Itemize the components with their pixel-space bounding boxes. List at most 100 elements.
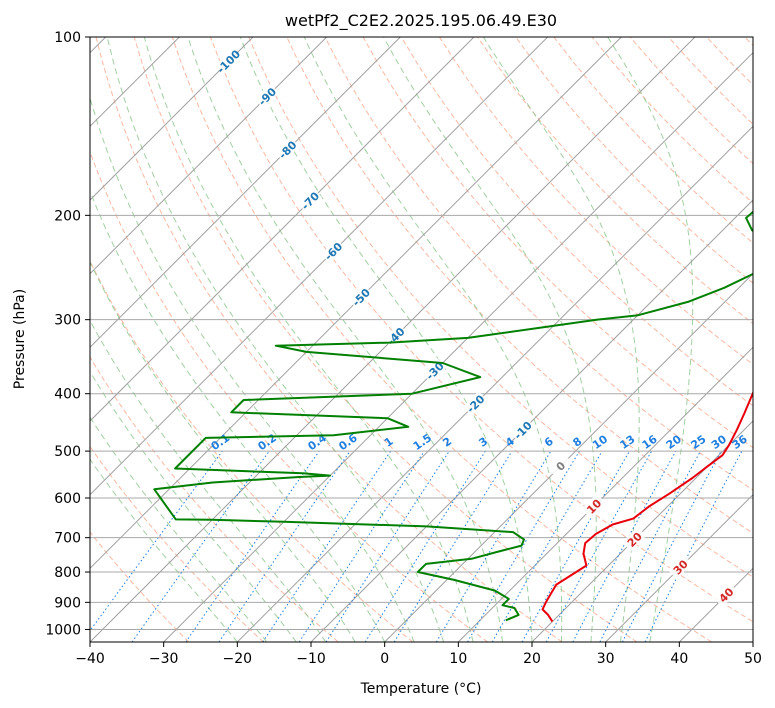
dry-adiabat-line xyxy=(668,37,753,125)
isotherm-line xyxy=(605,493,753,642)
dry-adiabat-line xyxy=(90,445,264,642)
y-tick-label: 600 xyxy=(54,491,81,507)
plot-area: -100-90-80-70-60-50-40-30-20-10010203040… xyxy=(90,37,753,642)
dry-adiabat-line xyxy=(706,37,753,86)
mixing-ratio-line xyxy=(521,450,630,642)
mixing-ratio-label: 0.2 xyxy=(256,431,279,453)
isotherm-line xyxy=(90,37,475,422)
mixing-ratio-line xyxy=(298,450,425,642)
isotherm-label-bg xyxy=(462,391,488,416)
isotherm-label-bg xyxy=(254,83,280,109)
isotherm-label-bg xyxy=(422,358,447,383)
pressure-gridlines xyxy=(90,37,753,630)
isotherm-label-bg xyxy=(348,284,374,310)
isotherm-label-bg xyxy=(510,417,535,443)
mixing-ratio-line xyxy=(644,450,743,642)
dry-adiabat-line xyxy=(90,356,339,642)
moist-adiabat-line xyxy=(90,370,297,642)
moist-adiabat-line xyxy=(90,189,386,642)
isotherm-label-bg xyxy=(547,453,573,479)
moist-adiabat-line xyxy=(90,458,238,642)
moist-adiabat-line xyxy=(90,319,327,642)
mixing-ratio-label: 6 xyxy=(542,435,556,450)
dry-adiabat-line xyxy=(324,37,753,491)
x-tick-label: 40 xyxy=(670,651,688,667)
isotherm-label-bg xyxy=(274,137,300,162)
dry-adiabats xyxy=(90,37,753,642)
x-tick-label: −10 xyxy=(296,651,326,667)
mixing-ratio-label: 3 xyxy=(477,435,491,450)
x-tick-label: 0 xyxy=(380,651,389,667)
y-tick-label: 200 xyxy=(54,208,81,224)
isotherm-label-bg xyxy=(297,188,323,213)
mixing-ratio-label: 0.1 xyxy=(209,431,232,453)
isotherm-line xyxy=(90,37,549,496)
isotherm-line xyxy=(236,125,753,642)
moist-adiabat-line xyxy=(187,37,503,642)
isotherm-label-bg xyxy=(621,526,647,552)
sounding-series xyxy=(153,210,753,623)
mixing-ratio-line xyxy=(262,450,392,642)
dry-adiabat-line xyxy=(438,37,753,366)
isotherm-label-bg xyxy=(713,582,739,608)
mixing-ratio-label: 1.5 xyxy=(411,431,434,453)
y-tick-label: 300 xyxy=(54,313,81,329)
mixing-ratio-line xyxy=(467,450,580,642)
isotherm-line xyxy=(163,51,753,642)
moist-adiabat-line xyxy=(90,416,268,642)
moist-adiabat-line xyxy=(90,260,356,642)
isotherm-label: -10 xyxy=(512,419,535,442)
dry-adiabat-line xyxy=(744,37,753,47)
isotherm-line xyxy=(752,641,753,642)
y-tick-label: 900 xyxy=(54,595,81,611)
mixing-ratio-label: 36 xyxy=(730,432,750,452)
dry-adiabat-line xyxy=(95,37,563,642)
moist-adiabat-line xyxy=(239,37,533,642)
dry-adiabat-line xyxy=(248,37,753,578)
mixing-ratio-label: 16 xyxy=(640,432,660,452)
isotherm-line xyxy=(90,37,328,275)
dry-adiabat-line xyxy=(400,37,753,407)
moist-adiabats xyxy=(90,37,694,642)
isotherm-label: -80 xyxy=(276,138,299,161)
isotherm-line xyxy=(90,37,254,201)
y-tick-label: 1000 xyxy=(45,622,81,638)
chart-title: wetPf2_C2E2.2025.195.06.49.E30 xyxy=(285,11,557,31)
isotherm-line xyxy=(90,37,622,570)
y-tick-label: 100 xyxy=(54,30,81,46)
mixing-ratio-label: 1 xyxy=(382,435,396,450)
y-axis-title: Pressure (hPa) xyxy=(12,289,28,389)
isotherm-label: -20 xyxy=(464,392,487,415)
mixing-ratio-label: 13 xyxy=(617,433,637,452)
dry-adiabat-line xyxy=(515,37,753,284)
dry-adiabat-line xyxy=(553,37,753,244)
mixing-ratio-line xyxy=(90,450,223,632)
x-tick-label: 50 xyxy=(744,651,762,667)
isotherm-label-bg xyxy=(215,48,241,74)
y-axis-ticks: 1000 900 800 700 600 500 400 300 200 100 xyxy=(45,30,90,638)
x-tick-label: −40 xyxy=(75,651,105,667)
mixing-ratio-lines xyxy=(90,450,743,642)
x-tick-label: 30 xyxy=(597,651,615,667)
mixing-ratio-line xyxy=(572,450,677,642)
dry-adiabat-line xyxy=(90,150,488,642)
mixing-ratio-line xyxy=(393,450,513,642)
mixing-ratio-line xyxy=(185,450,320,642)
isotherm-label: -100 xyxy=(215,47,244,76)
isotherm-label-bg xyxy=(581,493,606,519)
plot-frame xyxy=(89,36,754,643)
isotherm-line xyxy=(678,567,753,642)
dry-adiabat-line xyxy=(210,37,753,623)
isotherm-line xyxy=(90,37,401,349)
y-tick-label: 800 xyxy=(54,565,81,581)
dry-adiabat-line xyxy=(133,37,638,642)
dry-adiabat-line xyxy=(171,37,712,642)
dewpoint-profile-line xyxy=(153,210,753,622)
isotherm-line xyxy=(457,346,753,642)
isotherm-label-bg xyxy=(667,554,693,580)
x-axis-title: Temperature (°C) xyxy=(360,681,482,697)
mixing-ratio-label: 25 xyxy=(689,432,709,451)
x-tick-label: −30 xyxy=(149,651,179,667)
moist-adiabat-line xyxy=(303,37,563,642)
